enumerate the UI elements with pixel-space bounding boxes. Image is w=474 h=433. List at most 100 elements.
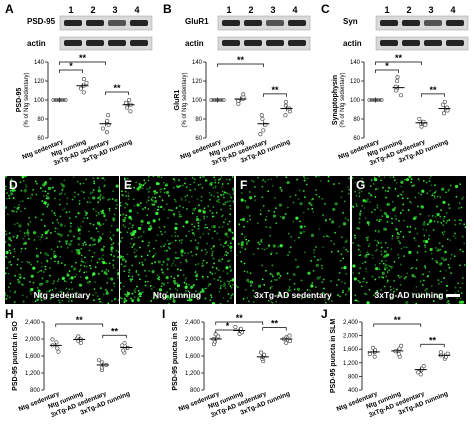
punctum <box>434 191 436 194</box>
punctum <box>407 209 410 212</box>
punctum <box>177 235 179 238</box>
punctum <box>154 294 157 297</box>
punctum <box>6 250 9 253</box>
punctum <box>91 255 94 258</box>
punctum <box>8 261 10 264</box>
punctum <box>57 221 60 224</box>
punctum <box>189 183 192 186</box>
punctum <box>138 246 141 249</box>
punctum <box>105 273 108 276</box>
punctum <box>151 262 153 265</box>
punctum <box>232 200 234 203</box>
punctum <box>49 267 51 269</box>
punctum <box>279 186 282 189</box>
punctum <box>426 275 429 278</box>
punctum <box>293 282 296 285</box>
punctum <box>440 209 442 212</box>
punctum <box>108 207 111 210</box>
punctum <box>6 213 9 215</box>
punctum <box>219 280 222 283</box>
punctum <box>246 220 249 223</box>
punctum <box>121 257 125 262</box>
punctum <box>108 262 111 265</box>
y-tick-label: 1,600 <box>185 354 201 360</box>
punctum <box>185 235 188 237</box>
punctum <box>394 207 397 209</box>
punctum <box>85 276 89 280</box>
punctum <box>66 246 69 249</box>
punctum <box>399 263 402 266</box>
punctum <box>446 219 449 222</box>
punctum <box>145 201 148 204</box>
punctum <box>148 270 151 272</box>
data-point <box>443 354 448 360</box>
punctum <box>140 255 143 258</box>
punctum <box>206 215 209 218</box>
punctum <box>210 226 213 228</box>
punctum <box>5 297 8 300</box>
punctum <box>403 219 406 222</box>
punctum <box>193 293 196 296</box>
punctum <box>294 258 297 261</box>
punctum <box>102 260 106 265</box>
punctum <box>222 270 225 272</box>
punctum <box>368 288 371 291</box>
punctum <box>89 244 91 247</box>
punctum <box>249 280 253 284</box>
punctum <box>127 227 130 230</box>
punctum <box>122 285 125 288</box>
data-point <box>100 365 105 370</box>
punctum <box>80 247 83 250</box>
punctum <box>347 290 350 292</box>
punctum <box>340 267 343 270</box>
punctum <box>271 301 274 304</box>
punctum <box>28 261 31 264</box>
y-tick-label: 1,200 <box>25 371 41 377</box>
punctum <box>128 215 132 219</box>
punctum <box>5 176 8 178</box>
punctum <box>211 266 214 269</box>
punctum <box>96 261 99 264</box>
panel-letter: A <box>5 2 14 16</box>
punctum <box>431 214 434 217</box>
data-point <box>367 351 372 357</box>
punctum <box>185 220 189 224</box>
punctum <box>86 212 88 215</box>
punctum <box>267 299 270 302</box>
punctum <box>428 270 431 273</box>
punctum <box>25 185 28 188</box>
punctum <box>388 264 391 267</box>
punctum <box>94 281 96 283</box>
punctum <box>18 224 22 228</box>
punctum <box>281 216 286 220</box>
punctum <box>323 287 325 290</box>
punctum <box>458 219 461 221</box>
punctum <box>22 179 25 182</box>
punctum <box>186 194 189 197</box>
punctum <box>26 229 29 232</box>
significance-bracket <box>215 321 264 325</box>
punctum <box>262 178 265 181</box>
punctum <box>434 190 437 193</box>
significance-bracket <box>215 329 240 333</box>
punctum <box>199 176 202 179</box>
punctum <box>30 274 34 278</box>
punctum <box>310 204 313 207</box>
punctum <box>223 203 226 206</box>
punctum <box>158 278 161 281</box>
punctum <box>286 180 290 185</box>
punctum <box>65 202 68 205</box>
punctum <box>269 234 271 237</box>
punctum <box>357 248 360 251</box>
significance-label: ** <box>76 315 84 325</box>
punctum <box>185 277 187 279</box>
punctum <box>201 265 203 268</box>
punctum <box>205 253 207 256</box>
punctum <box>93 182 96 185</box>
punctum <box>240 192 243 195</box>
data-point <box>96 358 101 363</box>
punctum <box>152 219 156 223</box>
punctum <box>434 184 436 187</box>
punctum <box>184 199 187 201</box>
